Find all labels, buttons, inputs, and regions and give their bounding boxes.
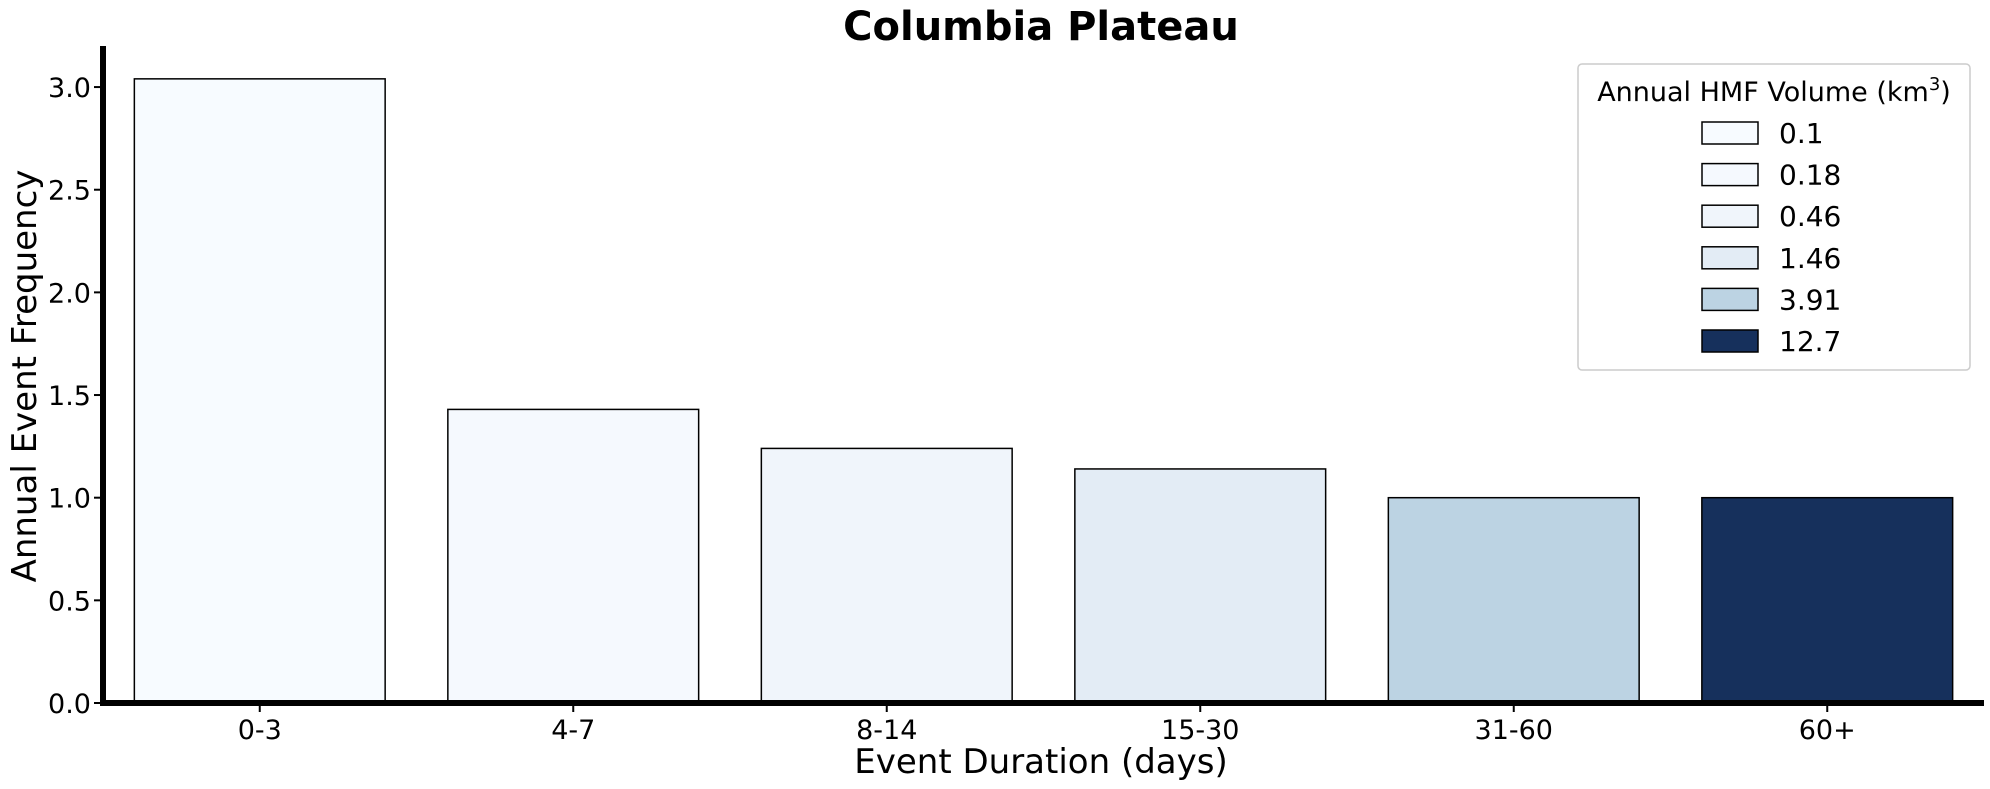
legend-swatch (1701, 162, 1759, 187)
bar-15-30 (1074, 468, 1327, 704)
legend-label: 0.1 (1779, 117, 1824, 150)
chart-title: Columbia Plateau (843, 4, 1239, 50)
bar-8-14 (760, 447, 1013, 704)
x-axis-label: Event Duration (days) (854, 742, 1227, 782)
legend-swatch (1701, 121, 1759, 145)
x-axis-ticks: 0-3 4-7 8-14 15-30 31-60 60+ (238, 703, 1856, 746)
x-tick-label: 60+ (1799, 715, 1856, 746)
bars (133, 78, 1954, 704)
x-tick-label: 4-7 (551, 715, 595, 746)
bar-60+ (1701, 496, 1954, 704)
legend-swatch (1701, 204, 1759, 228)
y-axis-label: Annual Event Frequency (5, 170, 45, 583)
y-tick-label: 3.0 (48, 73, 91, 104)
legend-entries: 0.1 0.18 0.46 1.46 3.91 12.7 (1701, 117, 1841, 358)
legend-swatch (1701, 287, 1759, 312)
legend-label: 12.7 (1779, 325, 1841, 358)
bar-4-7 (447, 408, 700, 704)
y-tick-label: 2.0 (48, 278, 91, 309)
legend-swatch (1701, 246, 1759, 270)
legend-label: 0.46 (1779, 200, 1841, 233)
legend-title-superscript: 3 (1929, 74, 1940, 95)
x-tick-label: 0-3 (238, 715, 282, 746)
legend-frame (1577, 63, 1971, 371)
x-tick-label: 31-60 (1475, 715, 1553, 746)
y-axis-ticks: 0.0 0.5 1.0 1.5 2.0 2.5 3.0 (48, 73, 103, 720)
bar-0-3 (133, 78, 386, 704)
legend-swatch (1701, 329, 1759, 353)
legend-title: Annual HMF Volume (km3) (1597, 74, 1951, 108)
x-tick-label: 8-14 (856, 715, 917, 746)
legend: Annual HMF Volume (km3) 0.1 0.18 0.46 1.46 3… (1577, 63, 1971, 371)
legend-label: 3.91 (1779, 283, 1841, 316)
y-tick-label: 1.5 (48, 381, 91, 412)
bar-31-60 (1387, 496, 1640, 704)
y-tick-label: 1.0 (48, 484, 91, 515)
y-tick-label: 2.5 (48, 176, 91, 207)
y-tick-label: 0.5 (48, 586, 91, 617)
legend-label: 0.18 (1779, 159, 1841, 192)
y-tick-label: 0.0 (48, 689, 91, 720)
x-tick-label: 15-30 (1161, 715, 1239, 746)
legend-label: 1.46 (1779, 242, 1841, 275)
